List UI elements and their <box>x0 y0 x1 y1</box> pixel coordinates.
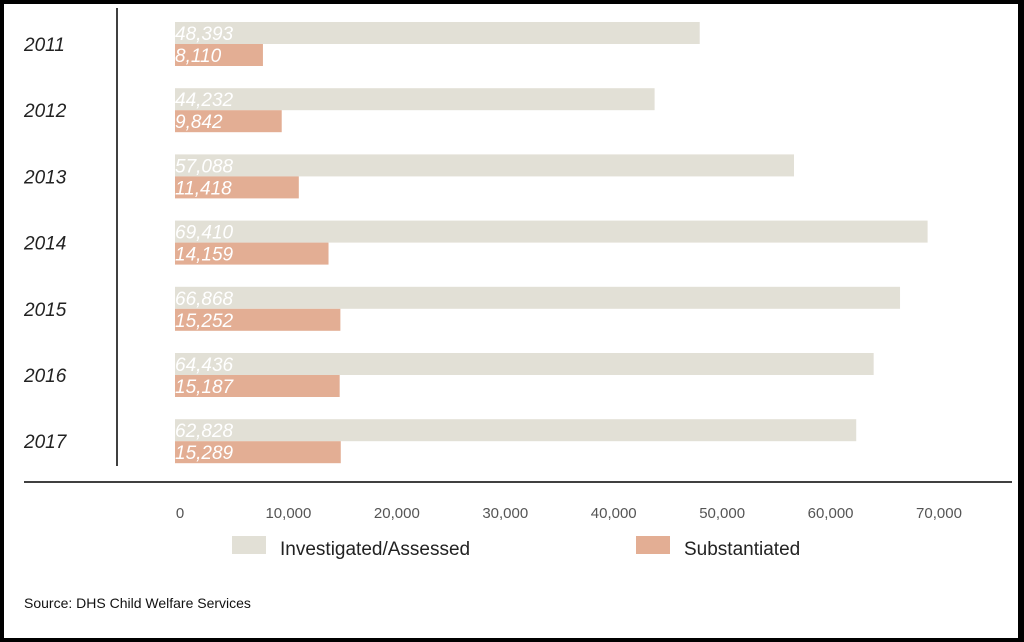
data-label: 15,187 <box>175 377 235 398</box>
category-label: 2012 <box>23 101 67 122</box>
category-label: 2016 <box>23 366 67 387</box>
data-label: 11,418 <box>175 178 232 199</box>
source-note: Source: DHS Child Welfare Services <box>24 595 251 611</box>
bar-investigated <box>175 220 928 243</box>
data-label: 69,410 <box>175 223 234 244</box>
x-tick-label: 60,000 <box>808 505 854 522</box>
legend-swatch <box>636 536 670 554</box>
x-tick-label: 40,000 <box>591 505 637 522</box>
category-label: 2017 <box>23 432 68 453</box>
data-label: 66,868 <box>175 289 234 310</box>
bar-substantiated <box>175 44 263 66</box>
x-tick-label: 20,000 <box>374 505 420 522</box>
data-label: 9,842 <box>175 112 223 133</box>
data-label: 44,232 <box>175 90 234 111</box>
bar-investigated <box>175 419 857 442</box>
data-label: 48,393 <box>175 24 234 45</box>
bar-investigated <box>175 22 700 44</box>
data-label: 57,088 <box>175 156 234 177</box>
bar-investigated <box>175 154 794 177</box>
category-label: 2011 <box>23 35 65 56</box>
data-label: 15,252 <box>175 311 234 332</box>
bar-investigated <box>175 88 655 111</box>
data-label: 8,110 <box>175 46 222 67</box>
x-tick-label: 70,000 <box>916 505 962 522</box>
legend-label: Substantiated <box>684 539 800 560</box>
x-tick-label: 50,000 <box>699 505 745 522</box>
bar-investigated <box>175 353 874 375</box>
data-label: 62,828 <box>175 421 234 442</box>
category-label: 2015 <box>23 300 67 321</box>
bar-substantiated <box>175 242 329 265</box>
bar-substantiated <box>175 441 341 464</box>
bar-substantiated <box>175 308 341 331</box>
x-tick-label: 30,000 <box>482 505 528 522</box>
legend-swatch <box>232 536 266 554</box>
x-tick-label: 10,000 <box>265 505 311 522</box>
data-label: 15,289 <box>175 443 234 464</box>
category-label: 2013 <box>23 167 67 188</box>
bar-substantiated <box>175 176 299 199</box>
bar-substantiated <box>175 110 282 133</box>
x-tick-label: 0 <box>176 505 184 522</box>
data-label: 64,436 <box>175 355 234 376</box>
bar-substantiated <box>175 375 340 397</box>
bar-investigated <box>175 286 901 309</box>
legend-label: Investigated/Assessed <box>280 539 470 560</box>
category-label: 2014 <box>23 234 66 255</box>
data-label: 14,159 <box>175 245 234 266</box>
